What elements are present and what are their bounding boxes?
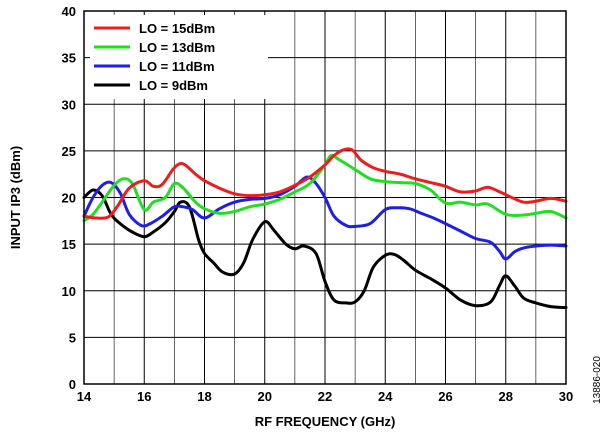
x-tick-label: 24 <box>378 389 393 404</box>
y-tick-label: 10 <box>62 284 76 299</box>
legend: LO = 15dBm LO = 13dBm LO = 11dBm LO = 9dBm <box>90 15 268 99</box>
x-tick-labels: 14 16 18 20 22 24 26 28 30 <box>77 389 573 404</box>
x-tick-label: 18 <box>197 389 211 404</box>
x-tick-label: 16 <box>137 389 151 404</box>
y-tick-label: 0 <box>69 377 76 392</box>
series-line-4 <box>82 188 568 309</box>
y-tick-label: 25 <box>62 144 76 159</box>
y-tick-label: 5 <box>69 330 76 345</box>
series-line-1 <box>82 147 568 220</box>
series-lines <box>82 147 568 309</box>
y-tick-label: 40 <box>62 4 76 19</box>
y-tick-label: 35 <box>62 51 76 66</box>
y-tick-label: 30 <box>62 97 76 112</box>
legend-label: LO = 11dBm <box>139 59 215 74</box>
x-tick-label: 22 <box>318 389 332 404</box>
y-tick-labels: 0 5 10 15 20 25 30 35 40 <box>62 4 76 392</box>
x-tick-label: 20 <box>258 389 272 404</box>
x-axis-title: RF FREQUENCY (GHz) <box>255 414 396 429</box>
legend-label: LO = 13dBm <box>139 40 215 55</box>
legend-label: LO = 15dBm <box>139 21 215 36</box>
plot-frame <box>83 10 567 385</box>
x-tick-label: 30 <box>559 389 573 404</box>
y-tick-label: 20 <box>62 191 76 206</box>
legend-label: LO = 9dBm <box>139 78 208 93</box>
series-line-2 <box>82 153 568 223</box>
y-tick-label: 15 <box>62 237 76 252</box>
x-tick-label: 26 <box>438 389 452 404</box>
x-tick-label: 28 <box>499 389 513 404</box>
y-axis-title: INPUT IP3 (dBm) <box>8 146 23 249</box>
x-tick-label: 14 <box>77 389 92 404</box>
series-line-3 <box>82 175 568 261</box>
figure-id: 13886-020 <box>592 356 603 404</box>
